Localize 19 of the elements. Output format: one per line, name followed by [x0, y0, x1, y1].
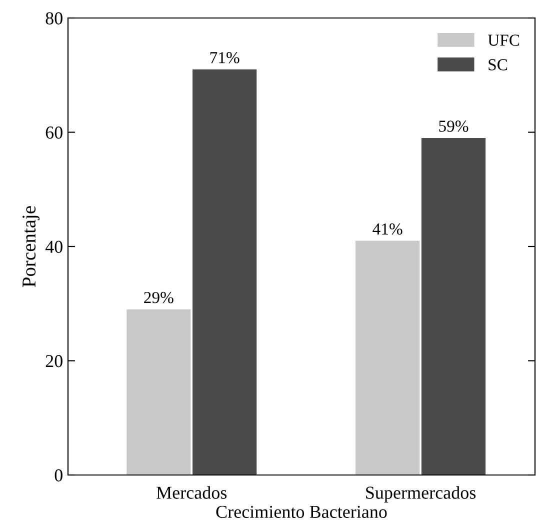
bar	[192, 69, 257, 475]
x-axis-title: Crecimiento Bacteriano	[216, 506, 387, 518]
bar	[421, 138, 486, 475]
bar	[126, 309, 191, 475]
data-label: 41%	[372, 223, 402, 235]
y-tick-label: 60	[46, 126, 62, 139]
data-label: 29%	[144, 292, 174, 304]
y-tick-label: 80	[46, 12, 62, 24]
y-tick-label: 20	[46, 355, 62, 368]
legend-label: SC	[488, 59, 508, 70]
x-tick-label: Supermercados	[366, 486, 476, 502]
y-axis-title: Porcentaje	[22, 206, 40, 287]
x-tick-label: Mercados	[156, 486, 227, 499]
legend-label: UFC	[488, 34, 520, 46]
bar	[356, 240, 420, 475]
data-label: 59%	[439, 120, 468, 132]
y-tick-label: 0	[54, 469, 62, 482]
data-label: 71%	[210, 52, 240, 64]
y-tick-label: 40	[45, 240, 62, 253]
